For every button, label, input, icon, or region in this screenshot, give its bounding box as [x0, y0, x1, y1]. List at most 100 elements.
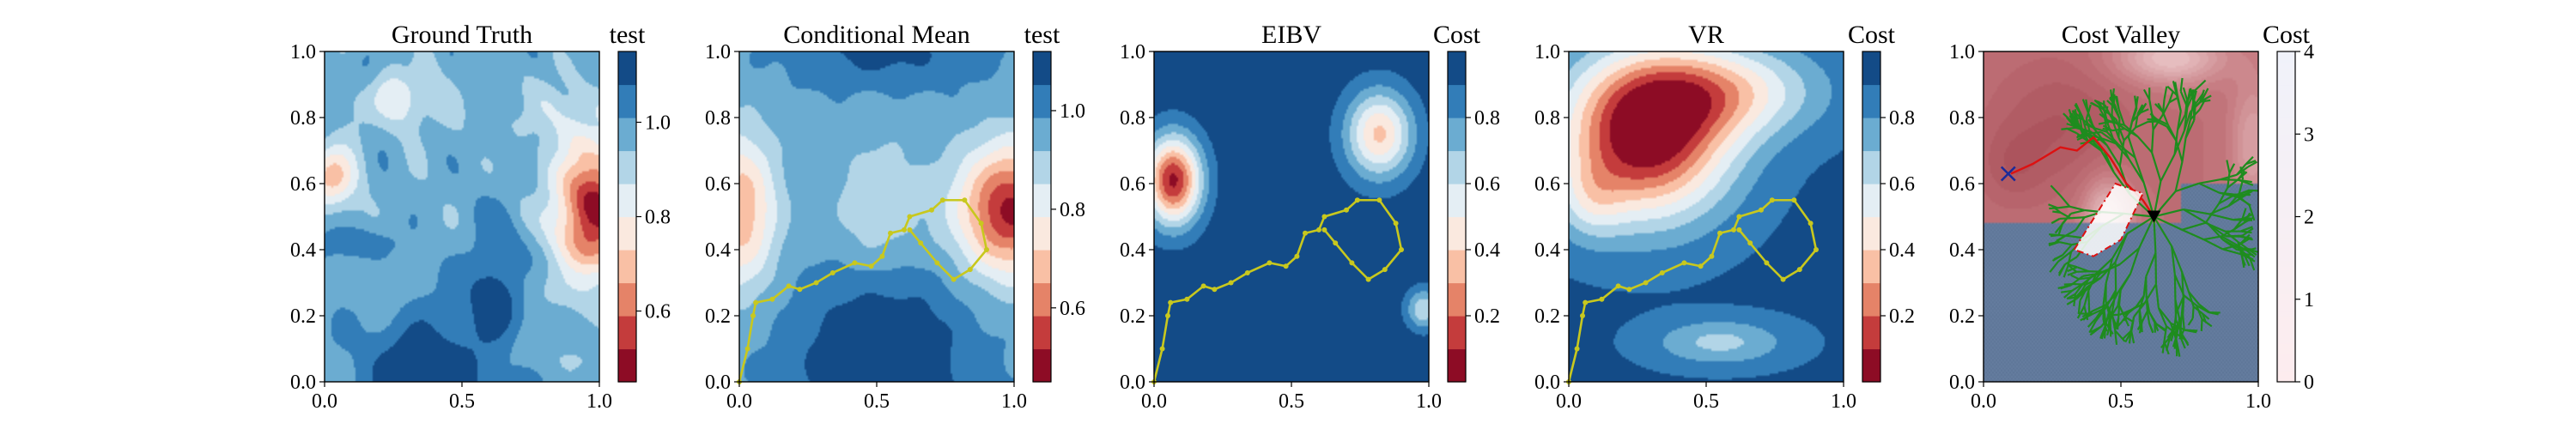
y-tick-label: 0.8 [290, 107, 316, 130]
tree-edge [2075, 289, 2083, 299]
tree-edge [2141, 311, 2148, 323]
colorbar-segment [1448, 84, 1466, 118]
panel-4: VR0.0 0.5 1.00.00.20.40.60.81.00.20.40.60.… [1534, 21, 1915, 413]
tree-edge [2075, 287, 2088, 300]
trajectory-point [1583, 299, 1589, 305]
tree-edge [2094, 307, 2107, 322]
tree-edge [2173, 275, 2185, 296]
colorbar-segment [1033, 84, 1051, 118]
tree-edge [2119, 273, 2132, 291]
y-tick-label: 1.0 [1534, 41, 1560, 63]
tree-edge [2188, 291, 2201, 305]
colorbar-segment [1862, 184, 1880, 218]
tree-edge [2243, 212, 2251, 224]
tree-edge [2148, 323, 2154, 333]
tree-edge [2067, 270, 2077, 276]
colorbar-segment [2277, 365, 2295, 372]
tree-edge [2205, 221, 2226, 233]
tree-edge [2060, 211, 2071, 220]
colorbar-segment [1448, 51, 1466, 86]
tree-edge [2131, 108, 2138, 122]
tree-edge [2180, 332, 2189, 344]
tree-edge [2199, 89, 2205, 103]
colorbar-segment [2277, 200, 2295, 207]
colorbar-segment [1862, 150, 1880, 184]
tree-edge [2050, 184, 2061, 196]
tree-edge [2099, 263, 2121, 275]
colorbar-segment [618, 118, 636, 152]
tree-edge [2060, 284, 2071, 290]
colorbar-segment [2277, 106, 2295, 113]
tree-edge [2177, 113, 2187, 130]
tree-edge [2070, 216, 2085, 220]
tree-edge [2171, 245, 2184, 273]
tree-edge [2183, 107, 2189, 131]
colorbar-segment [2277, 316, 2295, 323]
y-tick-label: 0.8 [1120, 107, 1145, 130]
tree-edge [2154, 284, 2160, 308]
x-tick-label: 0.0 [312, 390, 337, 413]
colorbar-tick-label: 0.2 [1474, 305, 1500, 328]
tree-edge [2058, 233, 2070, 238]
y-tick-label: 0.8 [1534, 107, 1560, 130]
trajectory-point [1200, 283, 1206, 289]
tree-edge [2138, 320, 2142, 329]
colorbar-segment [2277, 310, 2295, 317]
tree-edge [2074, 109, 2079, 123]
tree-edge [2182, 314, 2185, 329]
trajectory-point [1283, 263, 1289, 269]
y-tick-label: 0.2 [290, 305, 316, 328]
y-tick-label: 0.4 [705, 239, 731, 262]
tree-edge [2218, 193, 2236, 205]
tree-edge [2153, 215, 2173, 247]
panel-title: EIBV [1261, 21, 1321, 49]
tree-edge [2067, 263, 2078, 269]
colorbar-segment [2277, 118, 2295, 124]
tree-edge [2166, 336, 2172, 351]
tree-edge [2153, 215, 2183, 231]
tree-edge [2129, 302, 2146, 311]
x-tick-label: 0.5 [1693, 390, 1719, 413]
x-tick-label: 0.5 [1279, 390, 1304, 413]
tree-edge [2146, 311, 2151, 324]
tree-edge [2153, 216, 2157, 253]
colorbar-segment [2277, 145, 2295, 152]
colorbar-segment [2277, 321, 2295, 328]
tree-edge [2233, 221, 2245, 231]
y-tick-label: 1.0 [290, 41, 316, 63]
colorbar-tick-label: 1.0 [1060, 100, 1085, 123]
tree-edge [2186, 90, 2196, 108]
trajectory-point [1574, 346, 1580, 352]
tree-edge [2136, 104, 2147, 114]
tree-edge [2085, 104, 2092, 120]
tree-edge [2119, 247, 2140, 265]
colorbar-segment [2277, 166, 2295, 173]
colorbar-segment [1862, 282, 1880, 317]
x-tick-label: 1.0 [2245, 390, 2271, 413]
tree-edge [2075, 216, 2086, 231]
trajectory-point [1165, 313, 1170, 318]
trajectory-point [1698, 263, 1704, 269]
colorbar-segment [2277, 172, 2295, 179]
tree-edge [2112, 106, 2121, 119]
trajectory-point [1626, 287, 1632, 293]
colorbar-segment [2277, 282, 2295, 289]
tree-edge [2228, 163, 2236, 174]
x-tick-label: 0.0 [726, 390, 752, 413]
trajectory-point [1365, 276, 1371, 282]
tree-edge [2103, 149, 2115, 173]
tree-edge [2182, 295, 2185, 315]
tree-edge [2105, 258, 2113, 284]
y-tick-label: 0.6 [1120, 173, 1145, 196]
tree-edge [2049, 260, 2060, 273]
tree-edge [2194, 79, 2207, 92]
tree-edge [2121, 309, 2132, 323]
tree-edge [2058, 241, 2072, 246]
tree-edge [2117, 290, 2122, 305]
trajectory-point [1764, 260, 1770, 266]
colorbar-segment [2277, 287, 2295, 294]
tree-edge [2181, 271, 2190, 293]
colorbar-segment [2277, 293, 2295, 300]
colorbar-segment [2277, 239, 2295, 245]
tree-edge [2070, 208, 2085, 214]
